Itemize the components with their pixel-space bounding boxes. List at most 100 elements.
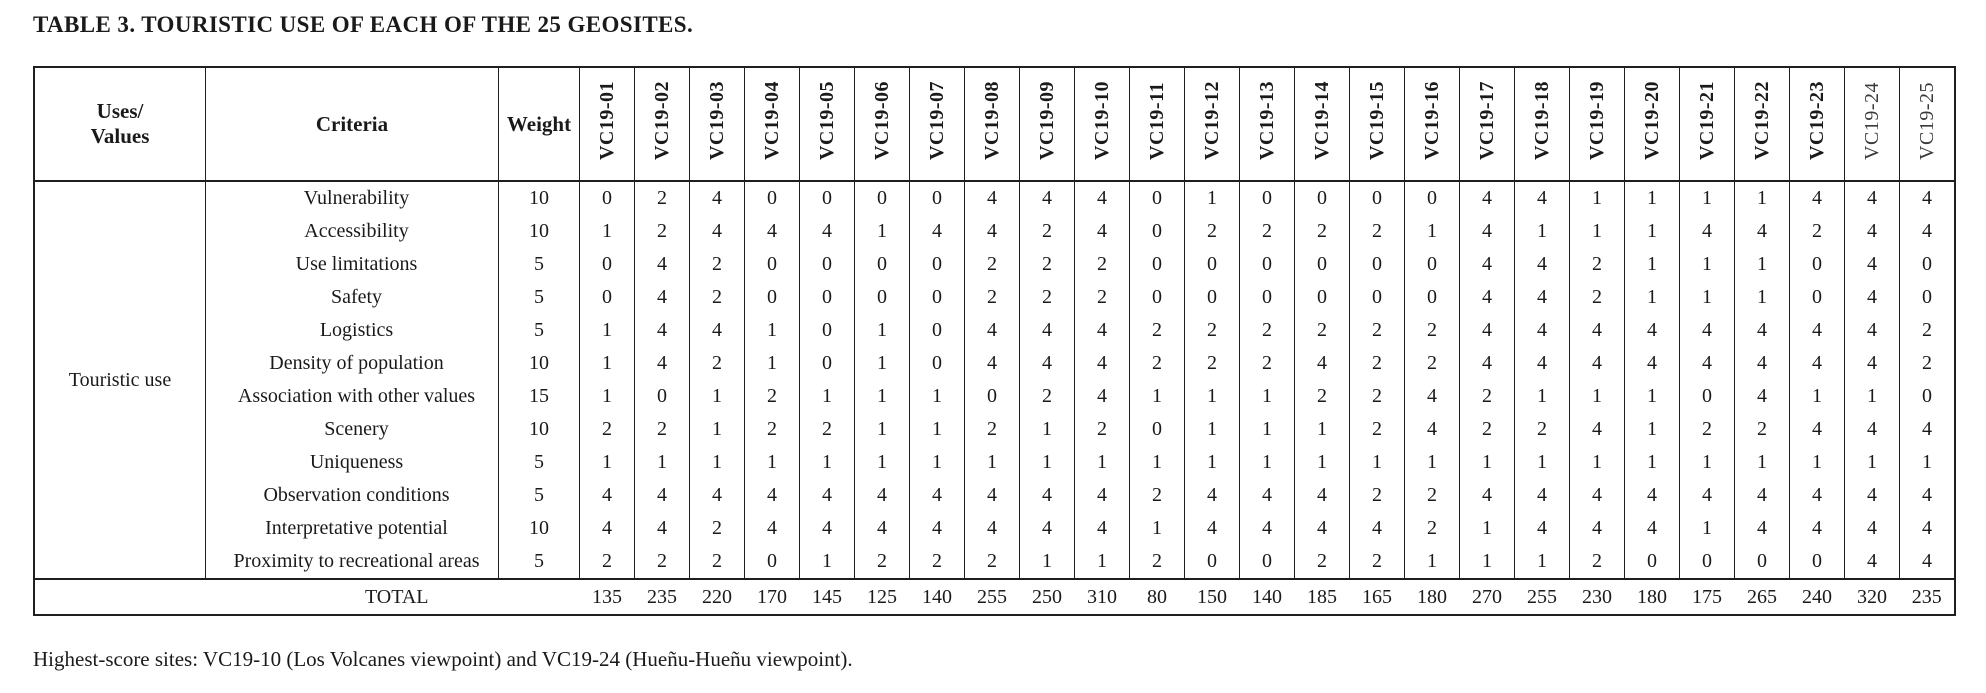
score-cell: 4 bbox=[1459, 215, 1515, 248]
score-cell: 4 bbox=[1404, 380, 1460, 413]
score-cell: 2 bbox=[689, 347, 745, 380]
score-cell: 1 bbox=[579, 215, 635, 248]
criteria-row: Scenery 10 2 2 1 2 2 1 1 2 1 2 0 1 1 1 2 4 2 2 4 1 2 2 4 4 4 bbox=[34, 413, 1956, 446]
total-cell: 265 bbox=[1734, 578, 1790, 615]
score-cell: 0 bbox=[1734, 545, 1790, 579]
score-cell: 4 bbox=[1624, 347, 1680, 380]
total-label: TOTAL bbox=[34, 578, 580, 615]
site-column-label: VC19-16 bbox=[1421, 81, 1443, 161]
touristic-use-table: Uses/ Values Criteria Weight VC19-01 VC19… bbox=[33, 66, 1956, 616]
weight-cell: 5 bbox=[498, 281, 580, 314]
score-cell: 2 bbox=[909, 545, 965, 579]
site-column-label: VC19-21 bbox=[1696, 81, 1718, 161]
score-cell: 4 bbox=[1899, 181, 1956, 215]
total-cell: 145 bbox=[799, 578, 855, 615]
score-cell: 4 bbox=[964, 347, 1020, 380]
score-cell: 2 bbox=[1349, 215, 1405, 248]
weight-cell: 5 bbox=[498, 545, 580, 579]
score-cell: 4 bbox=[854, 512, 910, 545]
score-cell: 4 bbox=[964, 181, 1020, 215]
score-cell: 0 bbox=[1349, 281, 1405, 314]
score-cell: 2 bbox=[1239, 215, 1295, 248]
score-cell: 4 bbox=[1019, 347, 1075, 380]
score-cell: 2 bbox=[1129, 479, 1185, 512]
site-column-label: VC19-01 bbox=[596, 81, 618, 161]
uses-values-line1: Uses/ bbox=[96, 99, 144, 123]
criteria-cell: Use limitations bbox=[205, 248, 499, 281]
score-cell: 1 bbox=[579, 347, 635, 380]
score-cell: 4 bbox=[964, 314, 1020, 347]
score-cell: 4 bbox=[1734, 314, 1790, 347]
score-cell: 1 bbox=[744, 446, 800, 479]
score-cell: 0 bbox=[1789, 281, 1845, 314]
site-column-header: VC19-14 bbox=[1294, 66, 1350, 182]
site-column-label: VC19-07 bbox=[926, 81, 948, 161]
total-cell: 185 bbox=[1294, 578, 1350, 615]
total-cell: 140 bbox=[1239, 578, 1295, 615]
score-cell: 2 bbox=[1294, 215, 1350, 248]
total-cell: 310 bbox=[1074, 578, 1130, 615]
score-cell: 2 bbox=[689, 281, 745, 314]
score-cell: 4 bbox=[1459, 181, 1515, 215]
score-cell: 4 bbox=[744, 215, 800, 248]
criteria-cell: Association with other values bbox=[205, 380, 499, 413]
score-cell: 2 bbox=[689, 545, 745, 579]
score-cell: 4 bbox=[1459, 248, 1515, 281]
weight-cell: 15 bbox=[498, 380, 580, 413]
score-cell: 4 bbox=[579, 479, 635, 512]
score-cell: 4 bbox=[1844, 281, 1900, 314]
score-cell: 1 bbox=[1679, 446, 1735, 479]
score-cell: 4 bbox=[689, 479, 745, 512]
score-cell: 4 bbox=[909, 215, 965, 248]
total-cell: 125 bbox=[854, 578, 910, 615]
score-cell: 2 bbox=[1734, 413, 1790, 446]
score-cell: 4 bbox=[1019, 181, 1075, 215]
score-cell: 4 bbox=[634, 512, 690, 545]
score-cell: 0 bbox=[1624, 545, 1680, 579]
score-cell: 2 bbox=[854, 545, 910, 579]
site-column-label: VC19-20 bbox=[1641, 81, 1663, 161]
score-cell: 4 bbox=[1459, 314, 1515, 347]
score-cell: 0 bbox=[909, 181, 965, 215]
score-cell: 2 bbox=[1129, 545, 1185, 579]
site-column-header: VC19-10 bbox=[1074, 66, 1130, 182]
score-cell: 4 bbox=[1679, 347, 1735, 380]
score-cell: 0 bbox=[854, 281, 910, 314]
score-cell: 1 bbox=[1734, 446, 1790, 479]
score-cell: 1 bbox=[1404, 446, 1460, 479]
total-cell: 220 bbox=[689, 578, 745, 615]
score-cell: 1 bbox=[1404, 215, 1460, 248]
criteria-cell: Interpretative potential bbox=[205, 512, 499, 545]
total-cell: 170 bbox=[744, 578, 800, 615]
weight-cell: 5 bbox=[498, 446, 580, 479]
score-cell: 4 bbox=[1569, 314, 1625, 347]
document-page: TABLE 3. TOURISTIC USE OF EACH OF THE 25… bbox=[33, 12, 1956, 671]
score-cell: 1 bbox=[1129, 380, 1185, 413]
uses-group-cell: Touristic use bbox=[33, 181, 206, 579]
total-cell: 180 bbox=[1624, 578, 1680, 615]
score-cell: 1 bbox=[1789, 446, 1845, 479]
score-cell: 0 bbox=[1404, 181, 1460, 215]
criteria-cell: Observation conditions bbox=[205, 479, 499, 512]
score-cell: 4 bbox=[1569, 413, 1625, 446]
score-cell: 4 bbox=[1899, 512, 1956, 545]
score-cell: 0 bbox=[1129, 413, 1185, 446]
score-cell: 1 bbox=[964, 446, 1020, 479]
score-cell: 4 bbox=[1844, 413, 1900, 446]
score-cell: 4 bbox=[1899, 215, 1956, 248]
total-cell: 150 bbox=[1184, 578, 1240, 615]
score-cell: 2 bbox=[1074, 413, 1130, 446]
score-cell: 4 bbox=[744, 512, 800, 545]
site-column-header: VC19-03 bbox=[689, 66, 745, 182]
score-cell: 1 bbox=[1239, 380, 1295, 413]
site-column-label: VC19-04 bbox=[761, 81, 783, 161]
score-cell: 1 bbox=[1184, 413, 1240, 446]
score-cell: 0 bbox=[1129, 181, 1185, 215]
score-cell: 0 bbox=[1239, 545, 1295, 579]
score-cell: 0 bbox=[909, 314, 965, 347]
score-cell: 0 bbox=[1184, 545, 1240, 579]
score-cell: 4 bbox=[1074, 347, 1130, 380]
score-cell: 0 bbox=[1404, 248, 1460, 281]
score-cell: 1 bbox=[1239, 413, 1295, 446]
score-cell: 4 bbox=[689, 181, 745, 215]
